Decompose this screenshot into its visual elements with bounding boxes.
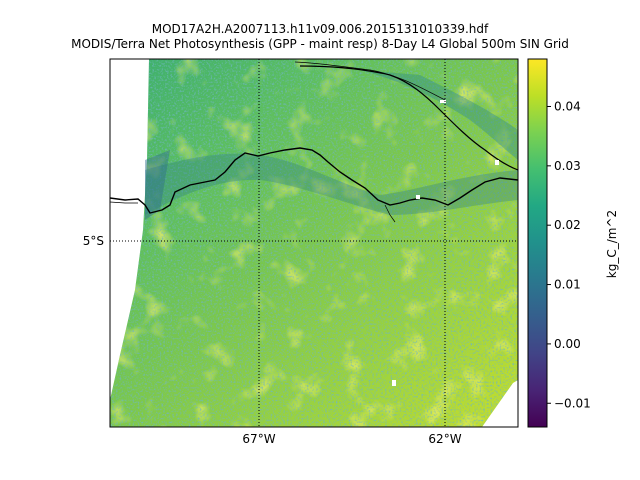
colorbar-tick-label: 0.03 [554, 159, 581, 173]
colorbar-tick-label: 0.04 [554, 99, 581, 113]
colorbar [528, 59, 547, 427]
title-line-1: MOD17A2H.A2007113.h11v09.006.20151310103… [151, 22, 489, 36]
colorbar-label: kg_C_/m^2 [605, 210, 619, 278]
map-frame [109, 58, 519, 428]
gpp-data-layer [110, 59, 518, 427]
title-line-2: MODIS/Terra Net Photosynthesis (GPP - ma… [71, 37, 569, 51]
lon-label-62w: 62°W [428, 432, 461, 446]
river-lines [110, 61, 518, 223]
colorbar-ticks: 0.04 0.03 0.02 0.01 0.00 −0.01 [547, 99, 591, 410]
graticule [110, 59, 518, 427]
lat-label-5s: 5°S [83, 234, 104, 248]
lon-label-67w: 67°W [242, 432, 275, 446]
colorbar-tick-label: −0.01 [554, 396, 591, 410]
water-patches [392, 100, 499, 386]
colorbar-tick-label: 0.02 [554, 218, 581, 232]
colorbar-tick-label: 0.00 [554, 337, 581, 351]
colorbar-tick-label: 0.01 [554, 278, 581, 292]
colorbar-frame [527, 58, 548, 428]
